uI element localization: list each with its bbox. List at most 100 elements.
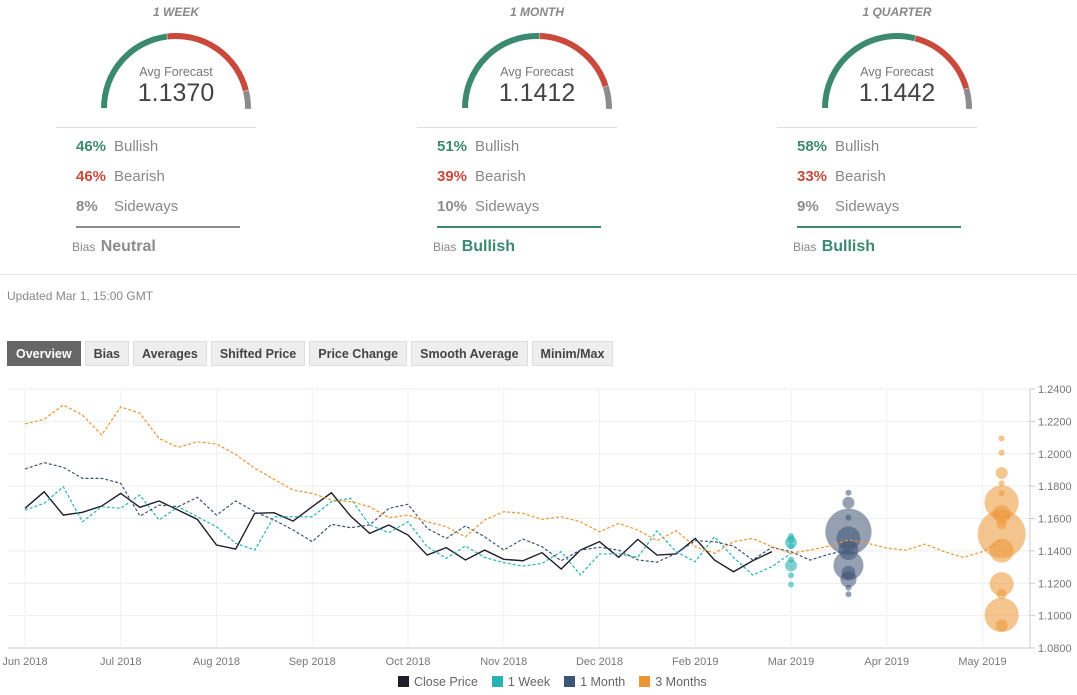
panel-title: 1 WEEK xyxy=(152,5,199,19)
avg-forecast-label: Avg Forecast xyxy=(500,65,574,79)
forecast-bubble xyxy=(989,572,1014,597)
y-tick-label: 1.2200 xyxy=(1038,416,1072,428)
y-tick-label: 1.1000 xyxy=(1038,611,1072,623)
forecast-gauge xyxy=(462,33,612,109)
gauge-sideways-arc xyxy=(243,90,251,109)
tab-smooth-average[interactable]: Smooth Average xyxy=(411,341,528,366)
forecast-bubble xyxy=(845,489,852,496)
bullish-row: 46% Bullish xyxy=(76,138,158,155)
bearish-pct: 39% xyxy=(437,168,468,185)
legend-label: 1 Week xyxy=(507,675,551,689)
y-tick-label: 1.1600 xyxy=(1038,514,1072,526)
y-tick-label: 1.1400 xyxy=(1038,546,1072,558)
chart-tabs: Overview Bias Averages Shifted Price Price C… xyxy=(7,341,614,366)
divider xyxy=(777,127,977,128)
section-divider xyxy=(0,274,1077,275)
bullish-row: 58% Bullish xyxy=(797,138,879,155)
x-tick-label: Oct 2018 xyxy=(386,656,431,668)
legend-1-week[interactable]: 1 Week xyxy=(491,675,551,689)
bubbles-1-week xyxy=(785,532,797,588)
series-line-close-price xyxy=(24,490,773,573)
divider xyxy=(56,127,256,128)
divider xyxy=(417,127,617,128)
forecast-bubble xyxy=(984,597,1019,633)
bias-underline xyxy=(797,226,961,228)
forecast-bubble xyxy=(995,467,1008,480)
x-tick-label: Mar 2019 xyxy=(768,656,814,668)
tab-averages[interactable]: Averages xyxy=(133,341,207,366)
bias-label: Bias xyxy=(72,240,96,254)
legend-swatch xyxy=(564,676,576,687)
sideways-row: 8% Sideways xyxy=(76,198,178,215)
gauge-bearish-arc xyxy=(167,33,249,92)
forecast-bubble xyxy=(998,435,1005,442)
bias-value: Neutral xyxy=(100,238,156,255)
tab-shifted-price[interactable]: Shifted Price xyxy=(210,341,306,366)
sideways-row: 10% Sideways xyxy=(437,198,539,215)
y-tick-label: 1.1200 xyxy=(1038,578,1072,590)
legend-label: 1 Month xyxy=(580,675,626,689)
gauge-bullish-arc xyxy=(101,33,168,109)
y-tick-label: 1.1800 xyxy=(1038,481,1072,493)
x-tick-label: May 2019 xyxy=(958,656,1006,668)
panel-title: 1 MONTH xyxy=(510,5,564,19)
forecast-gauge xyxy=(101,33,251,109)
forecast-chart: 1.0800 1.1000 1.1200 1.1400 1.1600 1.1800 1.20… xyxy=(2,384,1072,668)
legend-1-month[interactable]: 1 Month xyxy=(564,675,625,689)
legend-label: 3 Months xyxy=(655,675,707,689)
tab-overview[interactable]: Overview xyxy=(7,341,81,366)
bias-label: Bias xyxy=(433,240,457,254)
forecast-bubble xyxy=(788,581,794,588)
legend-close-price[interactable]: Close Price xyxy=(398,675,478,689)
sideways-row: 9% Sideways xyxy=(797,198,899,215)
forecast-bubble xyxy=(845,591,852,598)
forecast-bubble xyxy=(845,584,852,591)
bearish-pct: 33% xyxy=(797,168,828,185)
forecast-bubble xyxy=(989,538,1014,563)
bullish-row: 51% Bullish xyxy=(437,138,519,155)
legend-label: Close Price xyxy=(414,675,478,689)
bias-underline xyxy=(76,226,240,228)
sideways-pct: 9% xyxy=(797,198,819,215)
x-tick-label: Dec 2018 xyxy=(576,656,623,668)
gauge-bearish-arc xyxy=(914,35,970,90)
bias-label: Bias xyxy=(793,240,817,254)
sideways-label: Sideways xyxy=(835,198,900,215)
forecast-bubble xyxy=(785,536,797,549)
bearish-label: Bearish xyxy=(835,168,886,185)
bearish-pct: 46% xyxy=(76,168,107,185)
legend-swatch xyxy=(398,676,409,687)
bias: Bias Bullish xyxy=(433,238,515,256)
bearish-label: Bearish xyxy=(114,168,165,185)
gauge-bullish-arc xyxy=(462,33,540,109)
forecast-bubble xyxy=(842,496,855,509)
forecast-bubble xyxy=(995,619,1008,632)
tab-bias[interactable]: Bias xyxy=(84,341,129,366)
legend-swatch xyxy=(639,676,651,687)
y-tick-label: 1.0800 xyxy=(1038,643,1072,655)
forecast-bubble xyxy=(788,572,794,579)
forecast-bubble xyxy=(840,571,857,588)
gauge-bearish-arc xyxy=(539,33,609,88)
forecast-bubble xyxy=(984,485,1019,520)
bias-underline xyxy=(437,226,601,228)
gauge-sideways-arc xyxy=(963,87,972,109)
sideways-label: Sideways xyxy=(114,198,179,215)
x-tick-label: Sep 2018 xyxy=(289,656,336,668)
tab-price-change[interactable]: Price Change xyxy=(309,341,408,366)
tab-minim-max[interactable]: Minim/Max xyxy=(531,341,614,366)
panel-title: 1 QUARTER xyxy=(862,5,932,19)
x-tick-label: Nov 2018 xyxy=(480,656,527,668)
bias-value: Bullish xyxy=(461,238,516,255)
legend-3-months[interactable]: 3 Months xyxy=(639,675,707,689)
forecast-bubble xyxy=(788,543,794,550)
sideways-pct: 8% xyxy=(76,198,98,215)
sideways-pct: 10% xyxy=(437,198,468,215)
x-tick-label: Jun 2018 xyxy=(2,656,47,668)
forecast-bubble xyxy=(996,588,1007,600)
bearish-row: 33% Bearish xyxy=(797,168,886,185)
bullish-label: Bullish xyxy=(835,138,880,155)
x-tick-label: Aug 2018 xyxy=(193,656,240,668)
bearish-label: Bearish xyxy=(475,168,526,185)
bubbles-3-months xyxy=(977,435,1026,633)
